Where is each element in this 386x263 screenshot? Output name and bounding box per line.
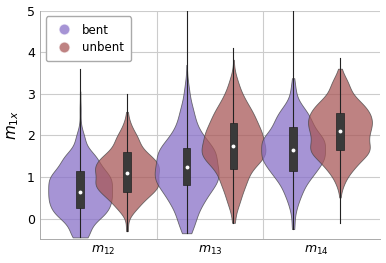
Bar: [183, 148, 190, 185]
Bar: [336, 113, 344, 150]
Y-axis label: $m_{1x}$: $m_{1x}$: [5, 110, 21, 140]
Bar: [230, 123, 237, 169]
Legend: bent, unbent: bent, unbent: [46, 17, 131, 61]
Bar: [76, 171, 84, 208]
Bar: [123, 152, 131, 192]
Bar: [290, 127, 297, 171]
